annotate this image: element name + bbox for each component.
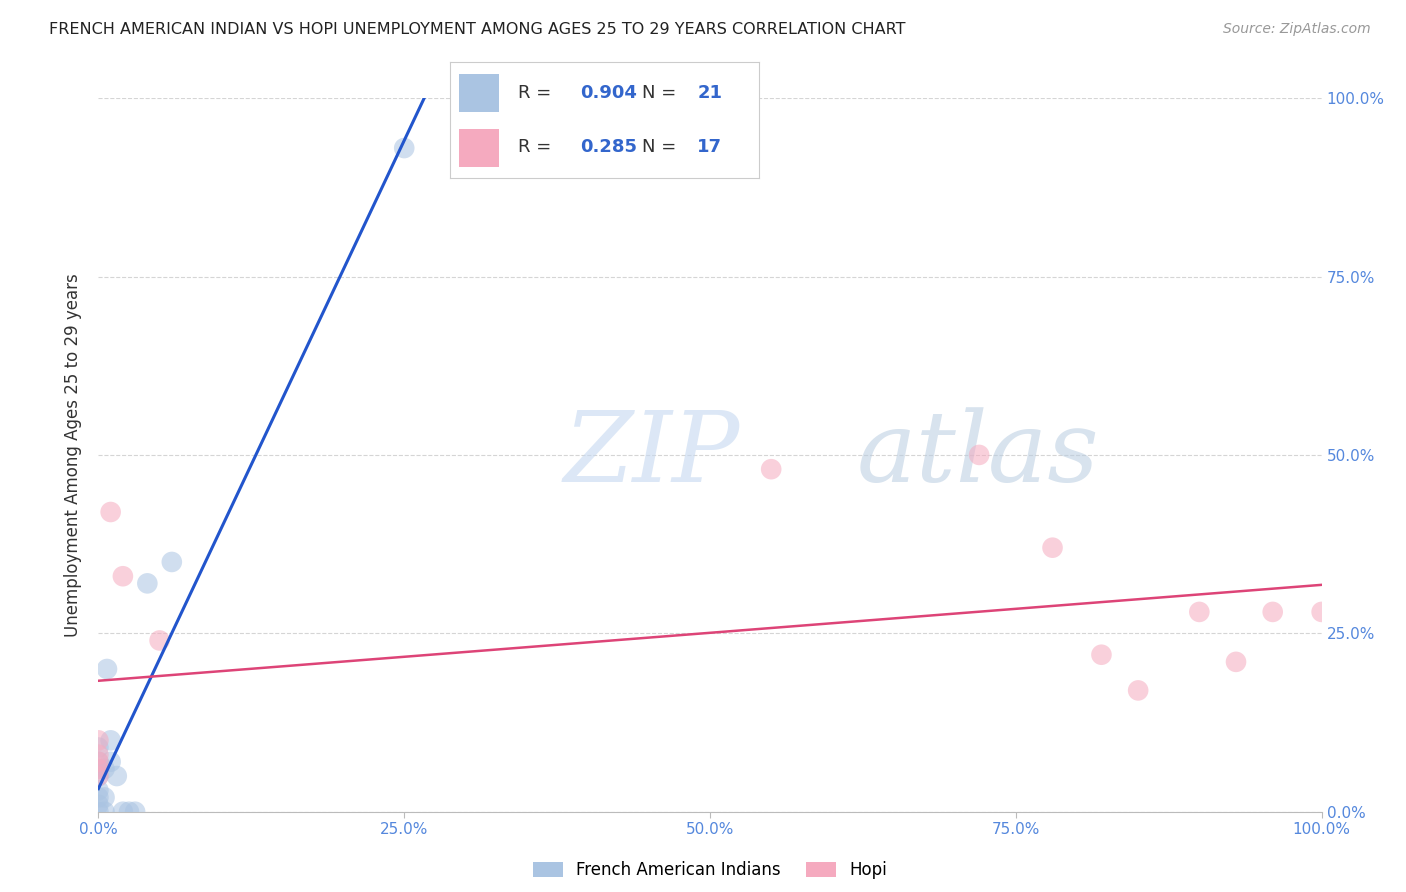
Point — [149, 633, 172, 648]
Point — [87, 733, 110, 747]
Point — [1310, 605, 1333, 619]
Text: 0.285: 0.285 — [579, 138, 637, 156]
Point — [87, 769, 110, 783]
Point — [100, 733, 122, 747]
Point — [87, 762, 110, 776]
Point — [111, 805, 134, 819]
Text: N =: N = — [641, 138, 682, 156]
Point — [105, 769, 128, 783]
Point — [87, 769, 110, 783]
Point — [160, 555, 183, 569]
Point — [87, 755, 110, 769]
Point — [118, 805, 141, 819]
Point — [111, 569, 134, 583]
Point — [100, 505, 122, 519]
Point — [87, 797, 110, 812]
Point — [87, 747, 110, 762]
Legend: French American Indians, Hopi: French American Indians, Hopi — [526, 855, 894, 886]
FancyBboxPatch shape — [460, 74, 499, 112]
Point — [124, 805, 146, 819]
Point — [93, 762, 115, 776]
Point — [1188, 605, 1211, 619]
FancyBboxPatch shape — [460, 128, 499, 167]
Text: 21: 21 — [697, 84, 723, 102]
Point — [1090, 648, 1112, 662]
Text: N =: N = — [641, 84, 682, 102]
Point — [100, 755, 122, 769]
Point — [1225, 655, 1247, 669]
Point — [87, 755, 110, 769]
Y-axis label: Unemployment Among Ages 25 to 29 years: Unemployment Among Ages 25 to 29 years — [65, 273, 83, 637]
Point — [761, 462, 783, 476]
Point — [87, 740, 110, 755]
Point — [87, 783, 110, 797]
Point — [87, 790, 110, 805]
Point — [136, 576, 159, 591]
Point — [96, 662, 118, 676]
Text: atlas: atlas — [856, 408, 1099, 502]
Point — [1042, 541, 1064, 555]
Point — [1128, 683, 1150, 698]
Point — [93, 790, 115, 805]
Point — [87, 762, 110, 776]
Text: ZIP: ZIP — [564, 408, 740, 502]
Text: FRENCH AMERICAN INDIAN VS HOPI UNEMPLOYMENT AMONG AGES 25 TO 29 YEARS CORRELATIO: FRENCH AMERICAN INDIAN VS HOPI UNEMPLOYM… — [49, 22, 905, 37]
Text: 0.904: 0.904 — [579, 84, 637, 102]
Point — [392, 141, 416, 155]
Point — [1261, 605, 1284, 619]
Text: 17: 17 — [697, 138, 723, 156]
Text: R =: R = — [517, 138, 557, 156]
Point — [87, 805, 110, 819]
Point — [967, 448, 990, 462]
Text: Source: ZipAtlas.com: Source: ZipAtlas.com — [1223, 22, 1371, 37]
Point — [93, 805, 115, 819]
Text: R =: R = — [517, 84, 557, 102]
